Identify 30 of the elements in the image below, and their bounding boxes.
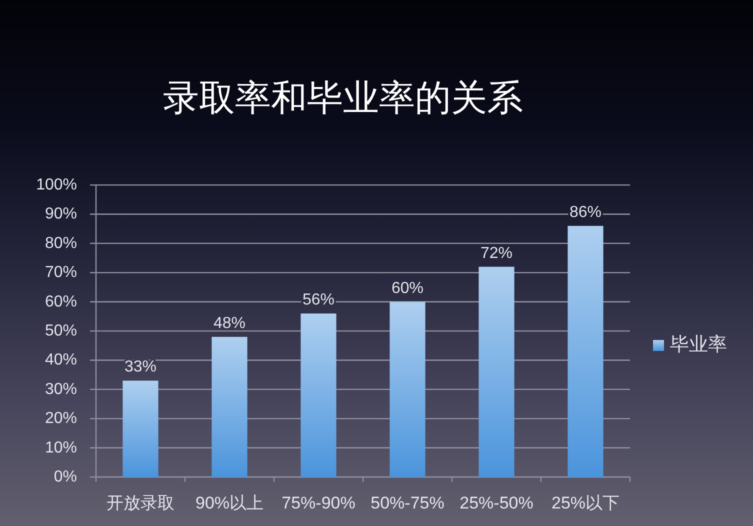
y-tick-label: 40%: [44, 352, 77, 369]
data-label: 33%: [124, 358, 157, 376]
x-tick-label: 75%-90%: [282, 494, 356, 512]
y-tick-label: 70%: [44, 264, 77, 282]
y-tick-label: 60%: [44, 293, 77, 310]
y-tick-label: 20%: [44, 410, 77, 428]
bar: [568, 226, 604, 477]
x-tick-label: 25%以下: [551, 494, 620, 512]
data-label: 60%: [391, 280, 424, 297]
chart-title: 录取率和毕业率的关系: [163, 78, 523, 119]
data-label: 72%: [480, 244, 513, 262]
y-tick-label: 90%: [44, 206, 77, 223]
bar: [122, 380, 158, 477]
y-tick-label: 50%: [44, 322, 77, 340]
x-tick-label: 90%以上: [195, 494, 264, 512]
bar: [390, 302, 426, 477]
data-label: 48%: [213, 314, 246, 332]
y-tick-label: 80%: [44, 234, 77, 252]
y-tick-label: 10%: [44, 439, 77, 456]
x-tick-label: 25%-50%: [460, 494, 534, 512]
legend-label: 毕业率: [670, 334, 727, 356]
y-tick-label: 100%: [36, 176, 77, 194]
x-tick-label: 50%-75%: [370, 494, 444, 512]
bar: [478, 266, 514, 477]
data-label: 56%: [302, 291, 335, 308]
bar: [300, 313, 336, 477]
bar: [212, 336, 248, 477]
x-tick-label: 开放录取: [106, 494, 174, 512]
y-tick-label: 30%: [44, 380, 77, 398]
y-tick-label: 0%: [54, 468, 77, 486]
